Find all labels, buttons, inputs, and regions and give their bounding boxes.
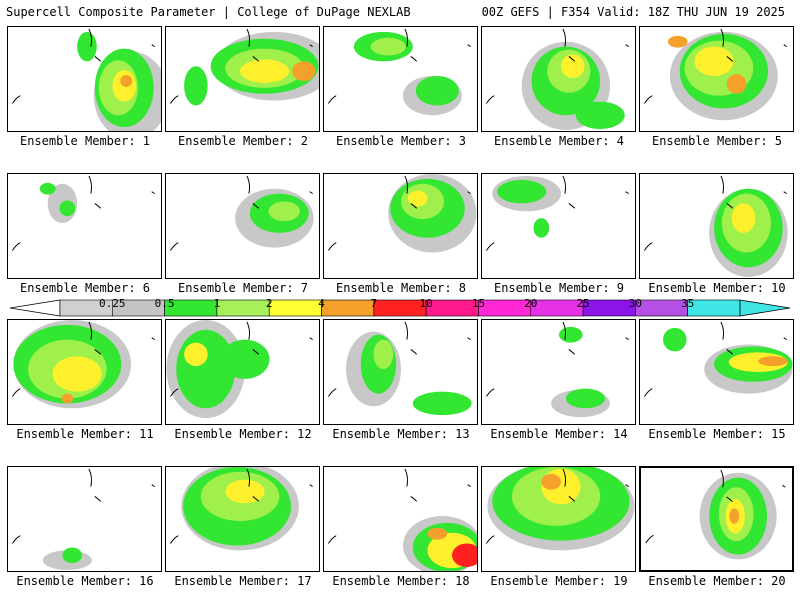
- member-caption: Ensemble Member: 4: [493, 134, 625, 148]
- legend-tick-label: 1: [213, 297, 221, 310]
- member-caption: Ensemble Member: 8: [335, 281, 467, 295]
- valid-time: 00Z GEFS | F354 Valid: 18Z THU JUN 19 20…: [481, 5, 785, 19]
- ensemble-member-map-15[interactable]: [639, 319, 794, 425]
- member-caption: Ensemble Member: 3: [335, 134, 467, 148]
- map-fields: [643, 28, 787, 121]
- ensemble-member-map-17[interactable]: [165, 466, 320, 572]
- ensemble-member-map-18[interactable]: [323, 466, 478, 572]
- member-caption: Ensemble Member: 9: [493, 281, 625, 295]
- map-fields: [643, 175, 788, 278]
- member-caption: Ensemble Member: 2: [177, 134, 309, 148]
- ensemble-member-map-3[interactable]: [323, 26, 478, 132]
- legend-tick-label: 2: [265, 297, 273, 310]
- ensemble-member-map-14[interactable]: [481, 319, 636, 425]
- member-caption: Ensemble Member: 19: [490, 574, 628, 588]
- member-caption: Ensemble Member: 11: [16, 427, 154, 441]
- legend-tick-label: 0.5: [154, 297, 175, 310]
- map-fields: [327, 321, 472, 416]
- ensemble-member-map-12[interactable]: [165, 319, 320, 425]
- ensemble-member-map-11[interactable]: [7, 319, 162, 425]
- ensemble-member-map-8[interactable]: [323, 173, 478, 279]
- map-fields: [485, 321, 629, 418]
- map-fields: [166, 320, 313, 419]
- map-fields: [11, 320, 155, 409]
- ensemble-member-map-5[interactable]: [639, 26, 794, 132]
- ensemble-member-map-19[interactable]: [481, 466, 636, 572]
- member-caption: Ensemble Member: 18: [332, 574, 470, 588]
- member-caption: Ensemble Member: 16: [16, 574, 154, 588]
- legend-tick-label: 30: [628, 297, 642, 310]
- map-fields: [327, 174, 477, 253]
- map-fields: [11, 28, 161, 131]
- ensemble-member-map-7[interactable]: [165, 173, 320, 279]
- map-fields: [643, 321, 793, 397]
- legend-tick-label: 10: [419, 297, 433, 310]
- map-fields: [327, 28, 471, 116]
- member-caption: Ensemble Member: 5: [651, 134, 783, 148]
- color-scale-legend: [10, 299, 790, 317]
- ensemble-member-map-1[interactable]: [7, 26, 162, 132]
- ensemble-member-map-2[interactable]: [165, 26, 320, 132]
- ensemble-member-map-16[interactable]: [7, 466, 162, 572]
- map-fields: [327, 468, 477, 571]
- map-title: Supercell Composite Parameter | College …: [6, 5, 411, 19]
- map-fields: [485, 28, 629, 131]
- legend-tick-label: 20: [524, 297, 538, 310]
- member-caption: Ensemble Member: 13: [332, 427, 470, 441]
- ensemble-member-map-6[interactable]: [7, 173, 162, 279]
- legend-tick-label: 25: [576, 297, 590, 310]
- member-caption: Ensemble Member: 15: [648, 427, 786, 441]
- member-caption: Ensemble Member: 20: [648, 574, 786, 588]
- legend-tick-label: 7: [370, 297, 378, 310]
- ensemble-member-map-13[interactable]: [323, 319, 478, 425]
- ensemble-member-map-20[interactable]: [639, 466, 794, 572]
- legend-tick-label: 0.25: [99, 297, 126, 310]
- ensemble-member-map-9[interactable]: [481, 173, 636, 279]
- member-caption: Ensemble Member: 7: [177, 281, 309, 295]
- ensemble-member-map-4[interactable]: [481, 26, 636, 132]
- map-fields: [169, 467, 313, 551]
- member-caption: Ensemble Member: 14: [490, 427, 628, 441]
- legend-tick-label: 4: [318, 297, 325, 310]
- member-caption: Ensemble Member: 12: [174, 427, 312, 441]
- map-fields: [169, 175, 314, 251]
- map-fields: [11, 468, 155, 571]
- member-caption: Ensemble Member: 17: [174, 574, 312, 588]
- map-fields: [485, 467, 635, 551]
- map-fields: [169, 28, 319, 106]
- map-fields: [645, 469, 786, 560]
- legend-tick-label: 15: [471, 297, 486, 310]
- map-fields: [11, 175, 155, 251]
- ensemble-member-map-10[interactable]: [639, 173, 794, 279]
- member-caption: Ensemble Member: 6: [19, 281, 151, 295]
- map-fields: [485, 175, 629, 251]
- legend-tick-label: 35: [681, 297, 695, 310]
- member-caption: Ensemble Member: 1: [19, 134, 151, 148]
- member-caption: Ensemble Member: 10: [648, 281, 786, 295]
